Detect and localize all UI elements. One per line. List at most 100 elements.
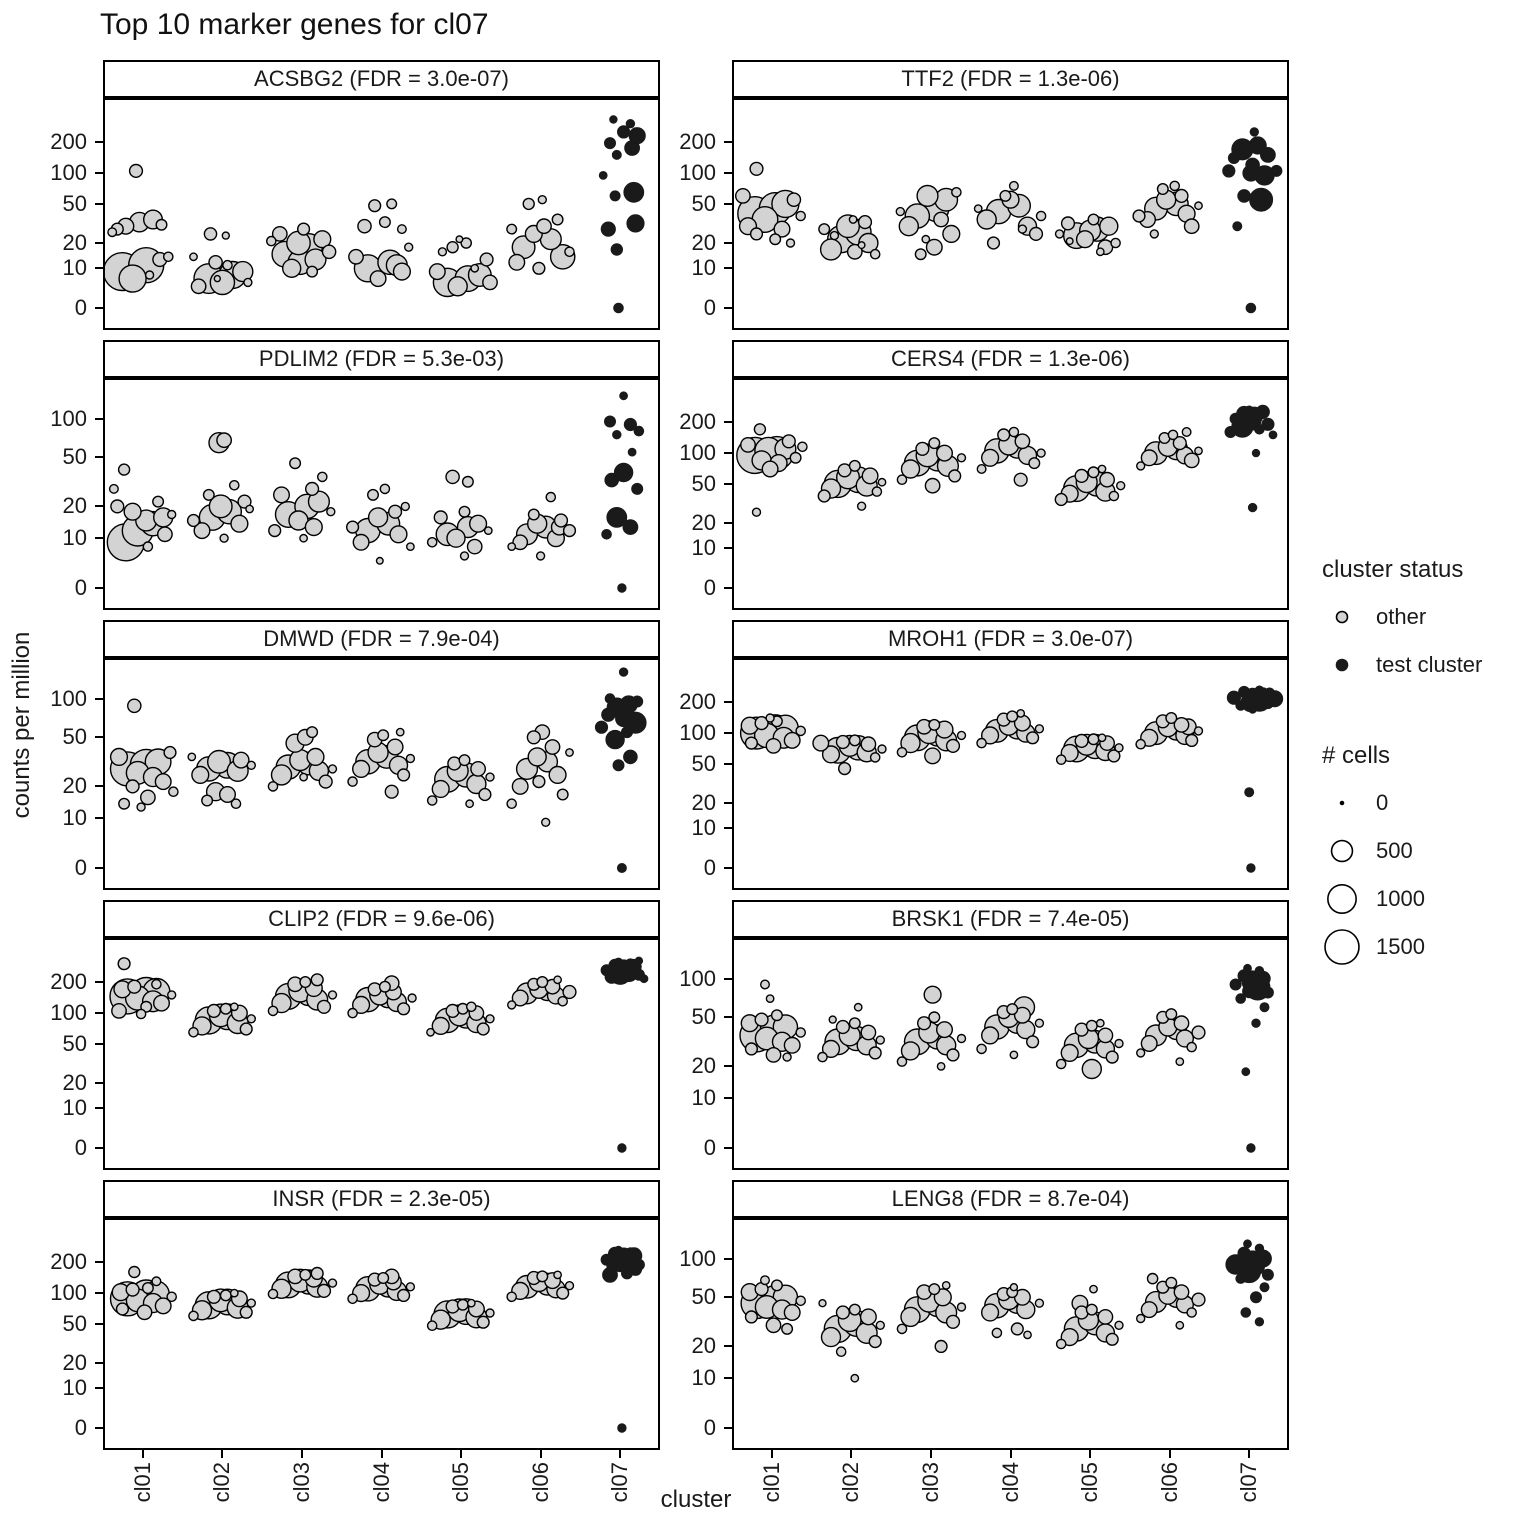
y-tick-mark [724, 762, 732, 765]
data-point-other [163, 251, 174, 263]
data-point-other [924, 747, 942, 765]
data-point-other [896, 747, 908, 758]
data-point-other [1181, 427, 1192, 438]
y-tick-label: 50 [691, 1004, 716, 1030]
data-point-other [1023, 1330, 1032, 1340]
data-point-test [625, 1247, 636, 1257]
data-point-test [1241, 1067, 1251, 1077]
x-tick-mark [460, 1450, 463, 1458]
data-point-other [465, 799, 474, 809]
data-point-other [310, 1266, 324, 1281]
y-tick-label: 10 [62, 1095, 87, 1121]
data-point-test [1249, 187, 1274, 212]
data-point-other [168, 786, 179, 797]
data-point-other [896, 474, 908, 485]
y-tick-label: 200 [679, 689, 716, 714]
data-point-other [1036, 448, 1046, 458]
data-point-test [1222, 164, 1236, 178]
data-point-other [740, 437, 756, 453]
data-point-other [327, 1278, 338, 1288]
data-point-other [1099, 471, 1115, 488]
y-tick-mark [724, 1427, 732, 1429]
x-tick-mark [141, 1450, 144, 1458]
legend-item-label: 1000 [1376, 886, 1425, 911]
data-point-test [604, 693, 616, 704]
facet-panel-CERS4: CERS4 (FDR = 1.3e-06) 0 10 20 50 100 200 [679, 340, 1289, 610]
data-point-other [1108, 490, 1120, 502]
data-point-other [553, 1270, 562, 1280]
size-0-circle-icon [1322, 784, 1362, 822]
data-point-other [754, 715, 769, 731]
x-tick-label-cl03: cl03 [917, 1462, 943, 1503]
y-tick-label: 10 [691, 1365, 716, 1391]
data-point-other [896, 1056, 908, 1067]
data-point-other [237, 494, 252, 509]
data-point-test [1270, 164, 1283, 177]
data-point-other [1055, 1058, 1067, 1070]
data-point-other [856, 501, 867, 511]
data-point-other [1013, 472, 1028, 487]
y-tick-label: 100 [50, 405, 87, 431]
facet-plot-area [103, 378, 660, 610]
data-point-other [267, 1288, 279, 1300]
y-axis-title: counts per million [8, 631, 35, 819]
points-layer [109, 1245, 645, 1433]
data-point-other [527, 747, 547, 767]
data-point-other [141, 1282, 154, 1295]
y-tick-mark [95, 1427, 103, 1429]
data-point-other [1097, 1027, 1114, 1044]
x-tick-mark [850, 1450, 853, 1458]
data-point-test [1225, 1254, 1246, 1275]
y-tick-mark [95, 537, 103, 540]
data-point-other [267, 781, 279, 792]
data-point-other [117, 463, 131, 476]
data-point-other [1099, 216, 1119, 236]
data-point-other [936, 1062, 946, 1071]
data-point-test [606, 1261, 618, 1273]
legend-item-cells-1000: 1000 [1322, 880, 1532, 918]
data-point-other [1097, 1309, 1114, 1325]
facet-title: INSR (FDR = 2.3e-05) [272, 1186, 491, 1211]
data-point-other [835, 1305, 851, 1320]
data-point-other [868, 1046, 882, 1060]
chart-title: Top 10 marker genes for cl07 [100, 8, 489, 41]
facet-panel-BRSK1: BRSK1 (FDR = 7.4e-05) 0 10 20 50 100 [679, 900, 1289, 1170]
data-point-test [1227, 152, 1240, 165]
facet-title: ACSBG2 (FDR = 3.0e-07) [254, 66, 509, 91]
data-point-other [386, 738, 404, 756]
data-point-test [616, 862, 627, 873]
data-point-other [945, 1314, 961, 1329]
data-point-other [455, 235, 464, 244]
data-point-other [405, 1282, 416, 1292]
data-point-other [1175, 1320, 1185, 1330]
data-point-other [769, 233, 782, 246]
data-point-other [821, 1039, 841, 1058]
data-point-other [446, 240, 459, 254]
y-tick-label: 0 [74, 1415, 87, 1440]
data-point-other [206, 1003, 222, 1019]
data-point-test [1237, 1246, 1251, 1260]
facet-title: TTF2 (FDR = 1.3e-06) [901, 66, 1120, 91]
facet-plot-area [732, 658, 1289, 890]
data-point-other [267, 1005, 279, 1017]
data-point-other [507, 1000, 517, 1010]
data-point-other [219, 1289, 232, 1302]
y-tick-mark [95, 1147, 103, 1149]
data-point-other [869, 752, 881, 763]
data-point-other [875, 1035, 886, 1045]
data-point-other [828, 1015, 837, 1024]
data-point-other [1097, 464, 1107, 474]
data-point-test [1264, 687, 1275, 699]
data-point-other [564, 246, 575, 258]
points-layer [740, 1239, 1274, 1383]
y-tick-label: 10 [62, 1375, 87, 1401]
data-point-other [846, 243, 863, 260]
data-point-other [437, 247, 448, 257]
data-point-other [795, 725, 806, 737]
data-point-other [166, 990, 177, 1000]
data-point-other [869, 248, 881, 260]
data-point-other [860, 1024, 877, 1041]
data-point-other [765, 738, 782, 754]
y-tick-mark [95, 307, 103, 309]
data-point-test [1235, 993, 1247, 1004]
